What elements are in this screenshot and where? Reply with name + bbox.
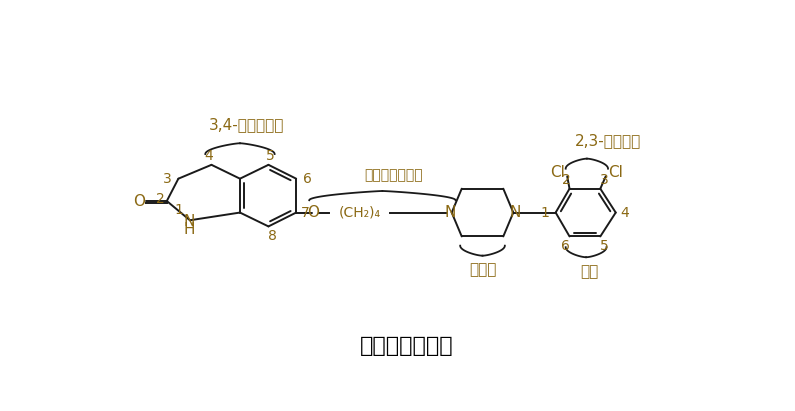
Text: 2: 2	[562, 173, 571, 187]
Text: 1: 1	[175, 203, 184, 217]
Text: O: O	[133, 194, 145, 208]
Text: N: N	[184, 214, 195, 229]
Text: 1: 1	[541, 206, 549, 219]
Text: 哌嗪环: 哌嗪环	[469, 263, 496, 277]
Text: 苯环: 苯环	[580, 264, 599, 279]
Text: H: H	[184, 222, 195, 237]
Text: O: O	[307, 205, 319, 220]
Text: 未取代的丁氧基: 未取代的丁氧基	[365, 168, 423, 182]
Text: 5: 5	[266, 149, 274, 163]
Text: 7: 7	[301, 206, 310, 219]
Text: 3: 3	[163, 172, 172, 186]
Text: Cl: Cl	[550, 165, 564, 180]
Text: N: N	[444, 205, 456, 220]
Text: 5: 5	[599, 239, 608, 253]
Text: 2,3-二氯取代: 2,3-二氯取代	[576, 134, 642, 149]
Text: 阿立哌唑结构式: 阿立哌唑结构式	[360, 336, 454, 356]
Text: 3,4-二氢喹诺酮: 3,4-二氢喹诺酮	[208, 118, 284, 132]
Text: 4: 4	[204, 149, 213, 163]
Text: 6: 6	[303, 172, 312, 186]
Text: 2: 2	[156, 192, 165, 206]
Text: 8: 8	[268, 229, 277, 242]
Text: 3: 3	[599, 173, 608, 187]
Text: 6: 6	[561, 239, 570, 253]
Text: (CH₂)₄: (CH₂)₄	[338, 206, 380, 219]
Text: 4: 4	[621, 206, 630, 219]
Text: N: N	[509, 205, 521, 220]
Text: Cl: Cl	[608, 165, 623, 180]
